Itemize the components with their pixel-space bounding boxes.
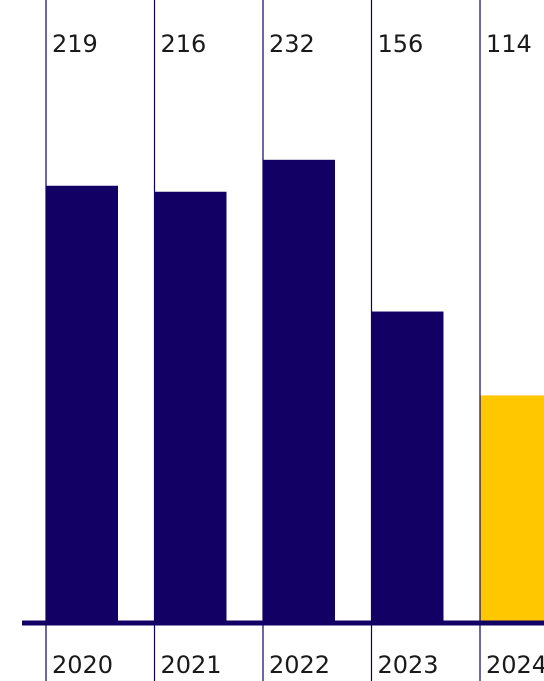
value-label-2022: 232 xyxy=(269,30,315,58)
bars xyxy=(46,160,544,623)
bar-2024 xyxy=(480,395,544,623)
value-label-2023: 156 xyxy=(378,30,424,58)
bar-2023 xyxy=(372,312,444,623)
category-labels: 2020 2021 2022 2023 2024 xyxy=(52,651,544,679)
category-label-2022: 2022 xyxy=(269,651,330,679)
category-label-2021: 2021 xyxy=(161,651,222,679)
value-labels: 219 216 232 156 114 xyxy=(52,30,532,58)
category-label-2020: 2020 xyxy=(52,651,113,679)
bar-2020 xyxy=(46,186,118,623)
bar-2021 xyxy=(155,192,227,623)
value-label-2020: 219 xyxy=(52,30,98,58)
value-label-2024: 114 xyxy=(486,30,532,58)
category-label-2023: 2023 xyxy=(378,651,439,679)
value-label-2021: 216 xyxy=(161,30,207,58)
bar-2022 xyxy=(263,160,335,623)
category-label-2024: 2024 xyxy=(486,651,544,679)
